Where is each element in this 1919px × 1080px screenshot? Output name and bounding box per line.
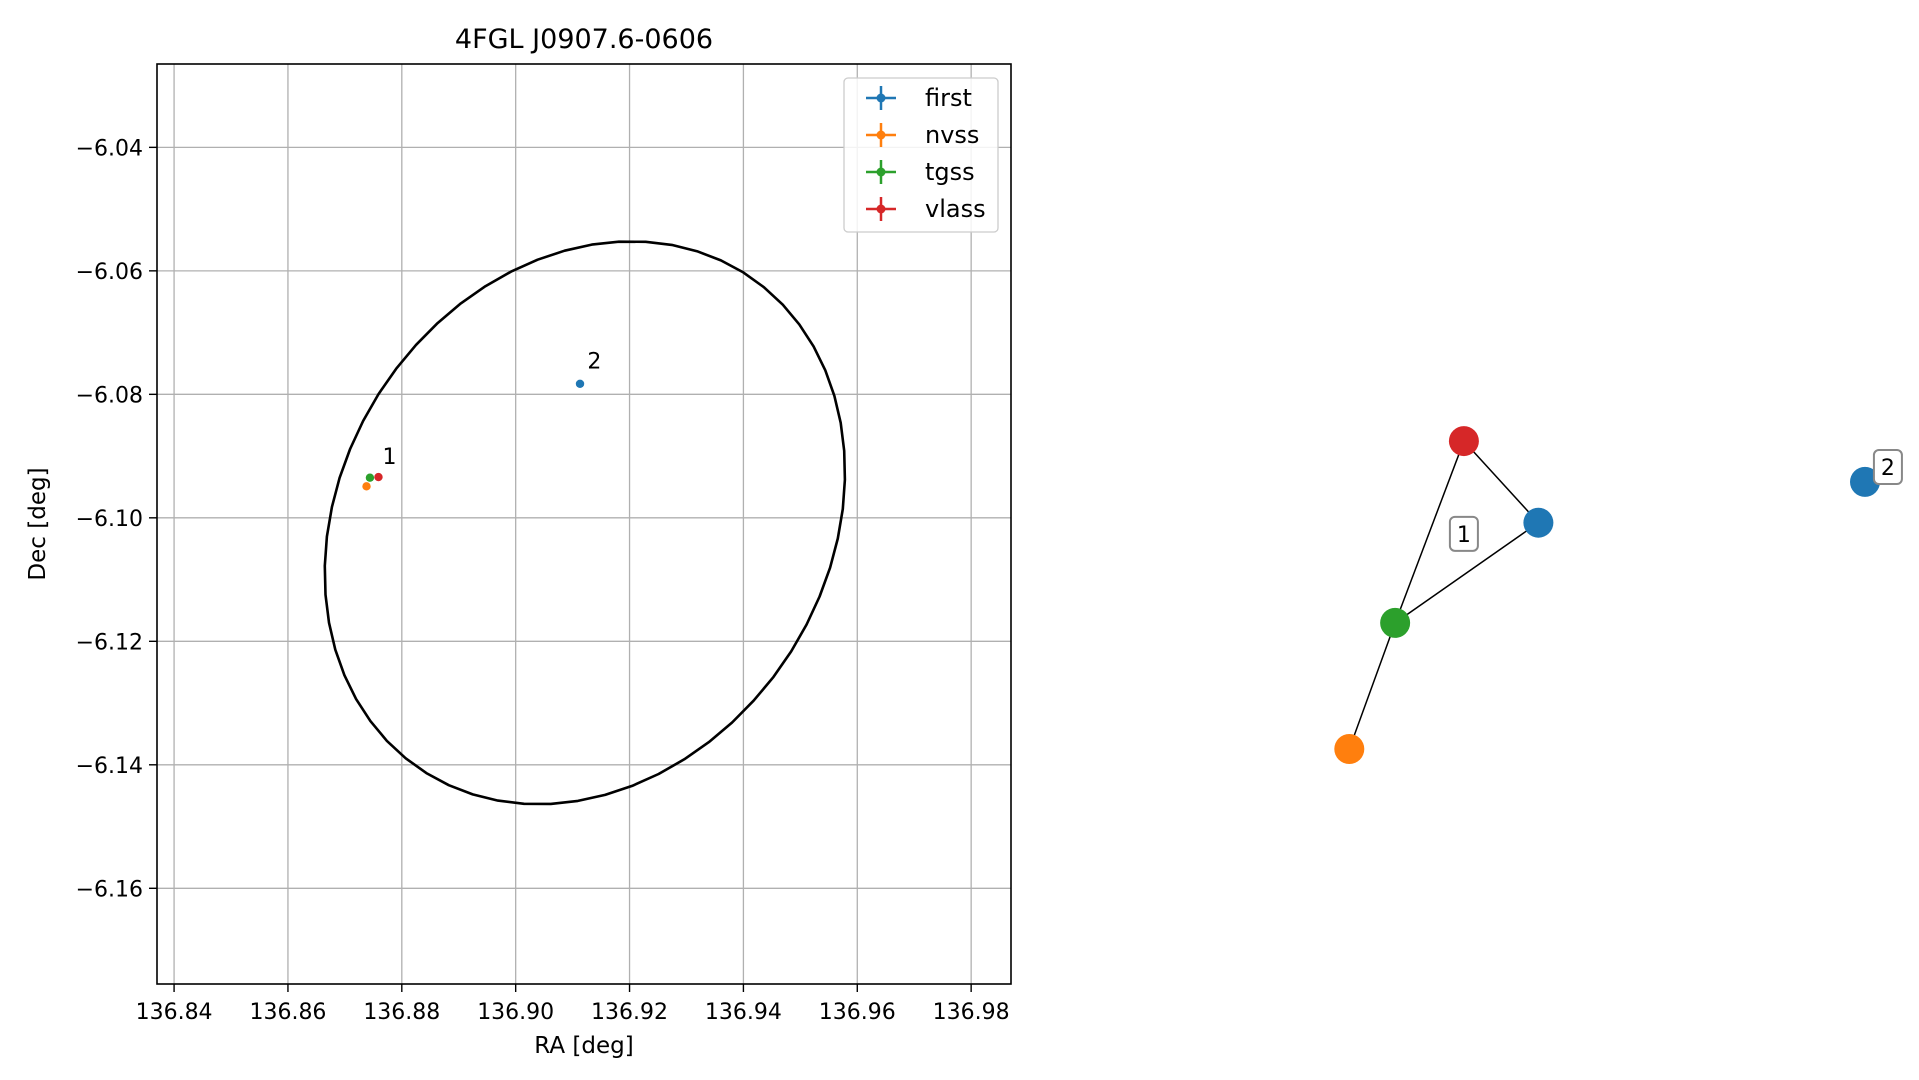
legend: first nvss tgss vlass — [843, 77, 999, 233]
y-tick-label: −6.12 — [76, 630, 143, 655]
chart-title: 4FGL J0907.6-0606 — [455, 24, 713, 55]
error-ellipse-layer — [323, 240, 847, 806]
network-component-label: 1 — [1448, 515, 1479, 552]
legend-marker — [876, 167, 886, 177]
x-axis-ticks: 136.84 136.86 136.88 136.90 136.92 136.94 136.… — [136, 984, 1010, 1025]
plot-frame — [156, 63, 1012, 985]
y-tick-label: −6.06 — [76, 260, 143, 285]
x-tick-label: 136.96 — [819, 1000, 896, 1025]
point-vlass — [374, 472, 383, 482]
point-annotation: 1 — [382, 445, 396, 470]
legend-marker — [876, 204, 886, 214]
legend-item-vlass: vlass — [866, 195, 986, 223]
y-axis-label: Dec [deg] — [25, 467, 51, 580]
legend-item-first: first — [866, 84, 972, 112]
point-tgss — [365, 473, 375, 482]
annotation-layer: 12 — [382, 349, 601, 470]
legend-marker — [876, 93, 886, 103]
legend-box — [843, 77, 999, 233]
y-tick-label: −6.14 — [76, 754, 143, 779]
y-tick-label: −6.08 — [76, 383, 143, 408]
label-text: 2 — [1881, 456, 1895, 481]
x-tick-label: 136.88 — [363, 1000, 440, 1025]
network-node-vlass — [1448, 426, 1479, 457]
y-tick-label: −6.10 — [76, 507, 143, 532]
legend-label: nvss — [925, 121, 979, 149]
label-box — [1872, 449, 1903, 486]
network-edge — [1394, 440, 1465, 624]
network-node-tgss — [1380, 607, 1411, 638]
source-points-layer — [362, 379, 585, 491]
network-nodes — [1334, 426, 1880, 764]
x-tick-label: 136.86 — [249, 1000, 326, 1025]
association-network-graph: 12 — [1334, 426, 1903, 764]
x-tick-label: 136.94 — [705, 1000, 782, 1025]
x-tick-label: 136.84 — [136, 1000, 213, 1025]
network-node-nvss — [1334, 734, 1365, 764]
point-nvss — [362, 482, 371, 491]
network-node-first-2 — [1850, 466, 1880, 497]
legend-item-tgss: tgss — [866, 158, 975, 186]
network-edge — [1463, 440, 1539, 524]
legend-marker — [876, 130, 886, 140]
legend-label: tgss — [925, 158, 975, 186]
point-annotation: 2 — [587, 349, 601, 374]
sky-position-chart: 12 136.84 136.86 136.88 136.90 136.92 136.94 1… — [25, 24, 1012, 1059]
x-axis-label: RA [deg] — [534, 1033, 633, 1059]
legend-item-nvss: nvss — [866, 121, 979, 149]
network-node-first-1 — [1523, 507, 1554, 538]
y-tick-label: −6.16 — [76, 877, 143, 902]
legend-label: vlass — [925, 195, 986, 223]
network-edges — [1348, 440, 1539, 750]
x-tick-label: 136.90 — [477, 1000, 554, 1025]
label-text: 1 — [1457, 523, 1471, 548]
x-tick-label: 136.98 — [933, 1000, 1010, 1025]
x-tick-label: 136.92 — [591, 1000, 668, 1025]
label-box — [1448, 515, 1479, 552]
network-edge — [1348, 622, 1396, 750]
network-edge — [1394, 522, 1539, 624]
legend-label: first — [925, 84, 972, 112]
y-tick-label: −6.04 — [76, 136, 143, 161]
network-component-label: 2 — [1872, 449, 1903, 486]
network-labels: 12 — [1448, 449, 1903, 552]
point-first — [575, 379, 585, 389]
error-ellipse — [323, 240, 847, 806]
y-axis-ticks: −6.04 −6.06 −6.08 −6.10 −6.12 −6.14 −6.16 — [76, 136, 157, 902]
